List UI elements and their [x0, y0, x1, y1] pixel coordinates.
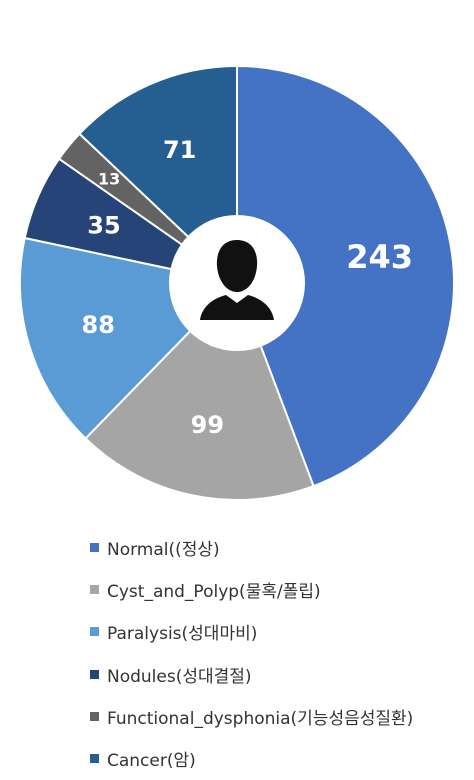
legend-item: Cancer(암) [90, 737, 413, 779]
legend-item: Nodules(성대결절) [90, 653, 413, 695]
legend-label: Paralysis(성대마비) [107, 624, 258, 645]
pie-chart: 243 99 88 35 13 71 [19, 64, 455, 501]
slice-value-label: 35 [87, 211, 120, 239]
person-silhouette-icon [200, 240, 274, 320]
legend-label: Functional_dysphonia(기능성음성질환) [107, 708, 414, 729]
slice-value-label: 13 [98, 169, 120, 188]
value-labels: 243 99 88 35 13 71 [82, 136, 414, 439]
legend-swatch [90, 754, 99, 764]
legend-item: Functional_dysphonia(기능성음성질환) [90, 695, 413, 737]
legend-swatch [90, 627, 99, 637]
legend-swatch [90, 584, 99, 594]
legend-item: Normal((정상) [90, 526, 413, 568]
chart-legend: Normal((정상) Cyst_and_Polyp(물혹/폴립) Paralysi… [90, 526, 413, 780]
slice-value-label: 243 [346, 238, 413, 276]
slice-value-label: 88 [82, 311, 115, 339]
pie-slice [236, 64, 455, 488]
legend-swatch [90, 542, 99, 552]
legend-item: Cyst_and_Polyp(물혹/폴립) [90, 568, 413, 610]
slice-value-label: 71 [163, 136, 196, 164]
legend-item: Paralysis(성대마비) [90, 611, 413, 653]
legend-label: Normal((정상) [107, 539, 220, 560]
slice-value-label: 99 [191, 411, 224, 439]
legend-label: Cyst_and_Polyp(물혹/폴립) [107, 581, 321, 602]
legend-label: Cancer(암) [107, 751, 196, 772]
legend-label: Nodules(성대결절) [107, 666, 252, 687]
center-badge [169, 215, 305, 351]
legend-swatch [90, 669, 99, 679]
legend-swatch [90, 711, 99, 721]
